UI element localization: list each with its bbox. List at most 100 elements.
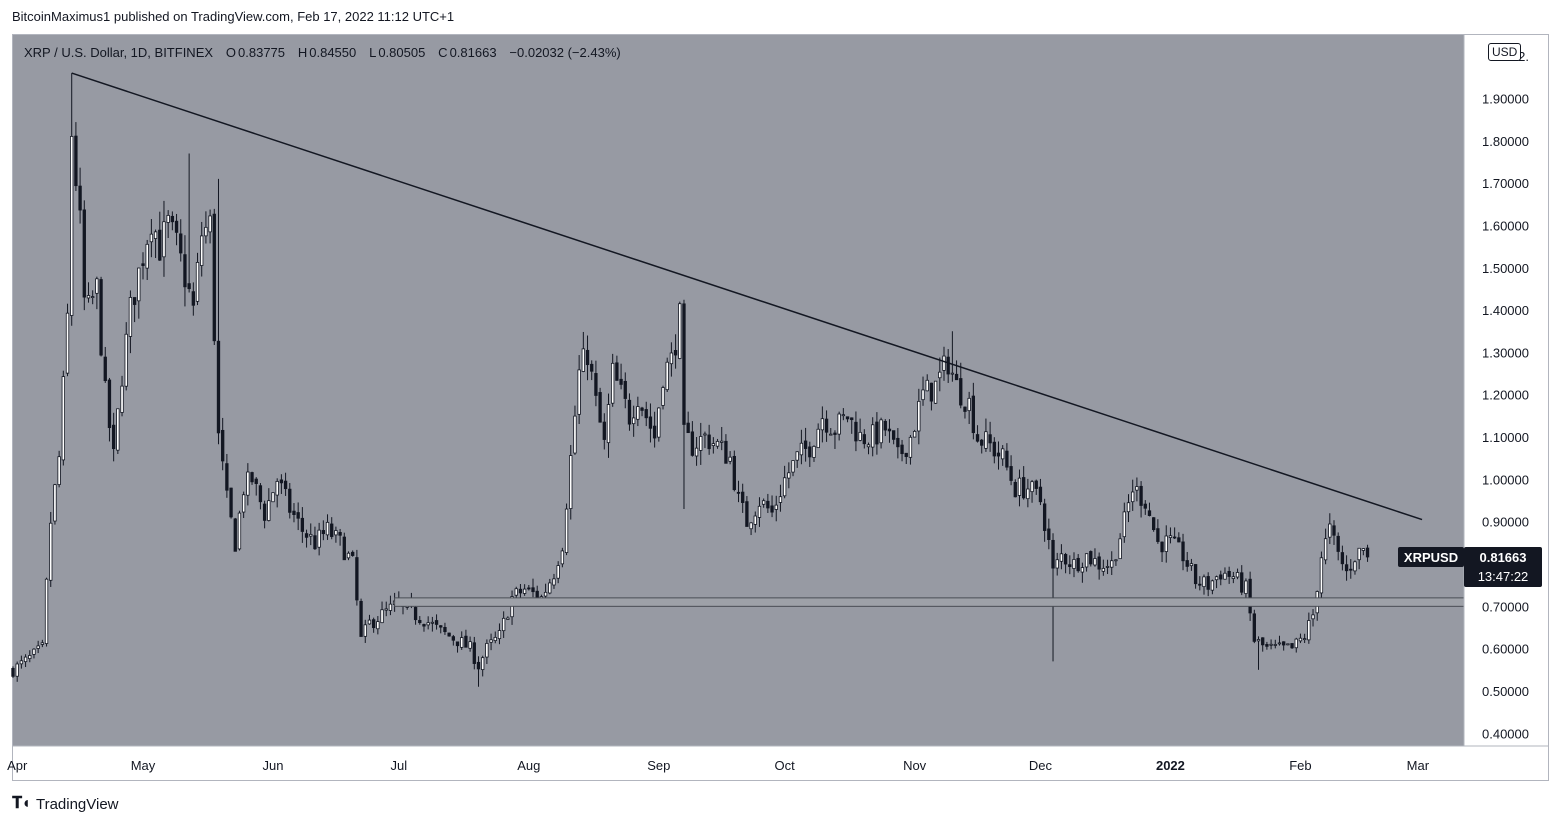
candle-body <box>128 297 133 337</box>
candle-body <box>346 552 351 559</box>
candle-body <box>258 485 263 503</box>
candle-body <box>11 668 15 677</box>
candle-body <box>665 361 669 391</box>
footer-brand[interactable]: 𝐓◖ TradingView <box>12 795 119 813</box>
time-tick-label: Feb <box>1289 758 1311 773</box>
candle-body <box>49 522 53 581</box>
candle-body <box>778 496 783 503</box>
candle-body <box>514 588 518 596</box>
candle-body <box>380 609 384 624</box>
candle-body <box>166 215 170 223</box>
candle-body <box>1105 566 1110 568</box>
candle-body <box>225 463 229 491</box>
candle-body <box>1286 643 1290 646</box>
candle-body <box>615 362 619 381</box>
candle-body <box>925 379 929 392</box>
candle-body <box>1038 486 1043 503</box>
price-tick-label: 2. <box>1518 49 1529 64</box>
candle-body <box>1290 643 1294 649</box>
candle-body <box>577 369 581 415</box>
candle-body <box>61 376 65 461</box>
candle-body <box>564 508 569 553</box>
candle-body <box>451 636 455 641</box>
candle-body <box>694 447 699 457</box>
candle-body <box>317 529 321 548</box>
price-tick-label: 1.70000 <box>1482 176 1529 191</box>
candle-body <box>1101 567 1106 572</box>
candle-body <box>1244 580 1248 594</box>
candle-body <box>829 433 833 436</box>
candle-body <box>149 233 154 243</box>
candle-body <box>124 333 128 387</box>
price-tick-label: 1.50000 <box>1482 261 1529 276</box>
candle-body <box>887 428 892 432</box>
candle-body <box>162 221 166 258</box>
candle-body <box>132 297 137 305</box>
candle-body <box>1353 561 1357 572</box>
candle-body <box>959 378 963 406</box>
candle-body <box>711 443 715 446</box>
plot-area[interactable]: XRP / U.S. Dollar, 1D, BITFINEX O 0.83775… <box>13 35 1464 746</box>
time-tick-label: Apr <box>7 758 28 773</box>
price-tick-label: 1.20000 <box>1482 388 1529 403</box>
tradingview-logo-icon: 𝐓◖ <box>12 795 31 812</box>
candle-body <box>23 656 28 663</box>
candle-body <box>623 380 627 399</box>
candle-body <box>543 591 548 597</box>
candle-body <box>602 421 606 440</box>
candle-body <box>1344 564 1349 572</box>
candle-body <box>1034 480 1038 489</box>
candle-body <box>669 352 674 365</box>
candle-body <box>65 312 70 374</box>
candle-body <box>145 243 149 269</box>
candle-body <box>690 431 695 456</box>
candle-body <box>292 510 296 515</box>
candle-body <box>954 373 959 381</box>
candle-body <box>988 434 992 444</box>
price-tick-label: 1.30000 <box>1482 345 1529 360</box>
candle-body <box>766 500 770 509</box>
candle-body <box>82 209 86 298</box>
candle-body <box>1097 556 1101 570</box>
candle-body <box>720 440 724 443</box>
candle-body <box>585 349 590 366</box>
candle-body <box>439 625 443 628</box>
legend-high-label: H <box>297 45 308 60</box>
candle-body <box>933 380 938 404</box>
candle-body <box>896 437 900 448</box>
candle-body <box>313 535 317 550</box>
candle-body <box>850 417 854 421</box>
candle-body <box>1156 528 1160 542</box>
candle-body <box>422 624 426 627</box>
price-tick-label: 0.70000 <box>1482 599 1529 614</box>
footer-brand-label: TradingView <box>35 795 119 813</box>
candle-body <box>1172 536 1177 539</box>
candle-body <box>1214 576 1219 581</box>
candle-body <box>762 500 766 505</box>
currency-badge[interactable]: USD <box>1488 43 1522 61</box>
candle-body <box>1231 576 1236 579</box>
candle-body <box>418 619 422 624</box>
price-axis: 0.400000.500000.600000.700000.800000.900… <box>1463 35 1529 746</box>
candle-body <box>573 415 577 454</box>
candle-body <box>1349 568 1353 571</box>
candle-body <box>107 379 112 429</box>
candle-body <box>908 436 913 458</box>
candle-body <box>682 303 686 425</box>
candle-body <box>548 582 552 594</box>
candle-body <box>652 425 657 439</box>
price-tick-label: 1.40000 <box>1482 303 1529 318</box>
candle-body <box>1185 560 1189 567</box>
candle-body <box>1143 503 1147 509</box>
candle-body <box>992 441 996 457</box>
candle-body <box>728 456 732 462</box>
candle-body <box>1332 525 1336 536</box>
candle-body <box>1256 639 1261 642</box>
candle-body <box>661 387 665 406</box>
candle-body <box>1223 572 1227 580</box>
legend-symbol: XRP / U.S. Dollar, 1D, BITFINEX <box>24 45 214 60</box>
candle-body <box>782 477 787 497</box>
candle-body <box>153 231 158 239</box>
candle-body <box>904 452 908 457</box>
candle-body <box>1068 564 1072 568</box>
